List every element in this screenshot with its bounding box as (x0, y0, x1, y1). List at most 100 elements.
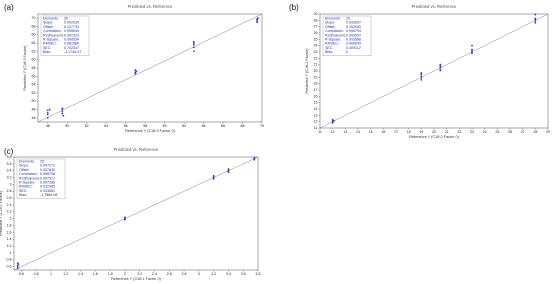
y-axis-label: Predicted Y (C18:1 Factor) (0, 190, 3, 236)
x-tick-label: 0.6 (19, 272, 24, 276)
x-tick-label: 22 (457, 130, 461, 134)
x-tick-label: 1.4 (78, 272, 83, 276)
data-point (331, 122, 334, 124)
x-tick-label: 1 (50, 272, 52, 276)
reference-line (37, 13, 263, 123)
x-tick-label: 56 (124, 124, 128, 128)
data-point (192, 50, 195, 53)
stat-name: SEC: (19, 189, 27, 193)
y-tick-label: 3.4 (7, 169, 12, 173)
y-tick-label: 54 (32, 83, 36, 87)
stat-value: 0.998708 (40, 172, 55, 176)
x-tick-label: 3.4 (226, 272, 231, 276)
data-point (534, 18, 537, 21)
stat-value: 0.107733 (64, 25, 79, 29)
x-tick-label: 3.2 (211, 272, 216, 276)
data-point (46, 116, 49, 119)
stat-name: SEC: (43, 46, 51, 50)
y-tick-label: 2.2 (7, 210, 12, 214)
y-tick-label: 48 (32, 107, 36, 111)
stats-box (40, 15, 90, 56)
y-tick-label: 3.2 (7, 175, 12, 179)
stat-name: SEC: (325, 46, 333, 50)
chart-title: Predicted vs. Reference (412, 4, 457, 9)
stat-name: Correlation: (325, 29, 344, 33)
stat-value: 0.990534 (64, 37, 79, 41)
x-tick-label: 0.8 (34, 272, 39, 276)
panel-label: (c) (4, 147, 14, 156)
data-point (253, 156, 256, 159)
data-point (16, 262, 19, 265)
x-axis-label: Reference Y (C18:2 Factor 0) (409, 135, 459, 139)
stat-name: R2(Pearson): (43, 33, 64, 37)
stat-value: -3.174e-07 (64, 50, 81, 54)
y-tick-label: 28 (314, 18, 318, 22)
stat-name: Bias: (325, 50, 333, 54)
x-tick-label: 70 (260, 124, 264, 128)
x-tick-label: 50 (65, 124, 69, 128)
x-tick-label: 68 (241, 124, 245, 128)
reference-line (319, 13, 549, 129)
data-point (134, 69, 137, 71)
x-tick-label: 52 (85, 124, 89, 128)
x-tick-label: 62 (182, 124, 186, 128)
data-point (61, 108, 64, 111)
x-tick-label: 2.4 (152, 272, 157, 276)
x-tick-label: 1.8 (108, 272, 113, 276)
stat-value: 25 (346, 16, 350, 20)
x-tick-label: 66 (221, 124, 225, 128)
x-tick-label: 17 (394, 130, 398, 134)
stat-value: 0.993597 (346, 33, 361, 37)
y-tick-label: 64 (32, 41, 36, 45)
y-tick-label: 20 (314, 69, 318, 73)
data-point (46, 111, 49, 114)
y-axis-label: Predicted Y (C18:3 Factor) (23, 45, 27, 91)
stat-name: R-Square: (325, 37, 341, 41)
stat-value: 0.993588 (346, 37, 361, 41)
stat-name: Slope: (325, 21, 335, 25)
x-tick-label: 23 (470, 130, 474, 134)
data-point (48, 108, 51, 111)
y-tick-label: 68 (32, 24, 36, 28)
data-point (420, 75, 423, 77)
x-tick-label: 18 (407, 130, 411, 134)
data-point (16, 267, 19, 270)
data-point (471, 49, 473, 52)
data-point (46, 113, 49, 116)
y-tick-label: 29 (314, 12, 318, 16)
stat-name: Offset: (43, 25, 54, 29)
stat-name: Correlation: (43, 29, 62, 33)
x-tick-label: 12 (331, 130, 335, 134)
y-tick-label: 11 (314, 126, 318, 130)
y-tick-label: 23 (314, 50, 318, 54)
y-tick-label: 21 (314, 63, 318, 67)
data-point (439, 65, 442, 67)
data-point (471, 44, 473, 47)
x-tick-label: 3 (198, 272, 200, 276)
y-tick-label: 2 (10, 217, 12, 221)
y-tick-label: 50 (32, 99, 36, 103)
stat-value: 0.702347 (64, 46, 79, 50)
x-tick-label: 2.8 (182, 272, 187, 276)
data-point (333, 120, 335, 122)
data-point (256, 20, 259, 22)
data-point (471, 51, 473, 53)
y-tick-label: 1.6 (7, 230, 12, 234)
x-tick-label: 54 (104, 124, 108, 128)
data-point (212, 174, 215, 177)
stat-name: RMSEC: (43, 42, 57, 46)
x-tick-label: 1.2 (63, 272, 68, 276)
stat-name: R2(Pearson): (325, 33, 346, 37)
panel-label: (a) (4, 3, 14, 12)
plot-frame (13, 156, 259, 271)
y-tick-label: 13 (314, 113, 318, 117)
data-point (331, 118, 334, 121)
stat-value: -1.788e-08 (40, 193, 57, 197)
data-point (420, 73, 423, 76)
data-point (420, 77, 423, 79)
x-tick-label: 19 (419, 130, 423, 134)
x-tick-label: 15 (369, 130, 373, 134)
stat-value: 0.681580 (64, 42, 79, 46)
y-tick-label: 1.4 (7, 237, 12, 241)
y-tick-label: 3.8 (7, 155, 12, 159)
